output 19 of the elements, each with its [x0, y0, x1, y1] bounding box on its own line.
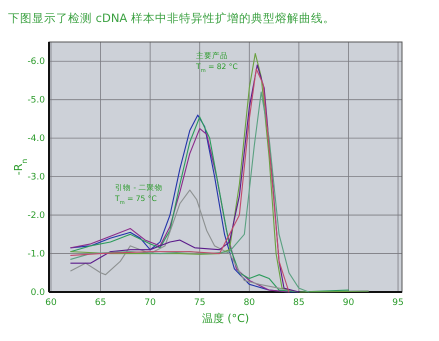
x-tick-label: 70	[144, 298, 156, 308]
x-tick-label: 80	[244, 298, 256, 308]
x-tick-label: 95	[392, 298, 404, 308]
x-tick-label: 60	[45, 298, 57, 308]
x-tick-label: 85	[293, 298, 305, 308]
y-tick-label: 0.0	[30, 288, 46, 298]
chart-title: 下图显示了检测 cDNA 样本中非特异性扩增的典型熔解曲线。	[8, 11, 335, 25]
y-tick-label: -3.0	[27, 172, 46, 183]
x-tick-label: 75	[194, 298, 206, 308]
x-tick-label: 90	[342, 298, 354, 308]
x-tick-label: 65	[94, 298, 106, 308]
line-series	[70, 52, 369, 293]
y-tick-label: -2.0	[27, 211, 46, 222]
y-tick-label: -5.0	[27, 96, 46, 106]
x-axis-title: 温度 (°C)	[202, 312, 250, 325]
y-tick-label: -6.0	[27, 57, 46, 68]
line-series	[70, 128, 290, 293]
y-tick-label: -1.0	[27, 250, 46, 260]
y-tick-label: -4.0	[27, 134, 46, 144]
